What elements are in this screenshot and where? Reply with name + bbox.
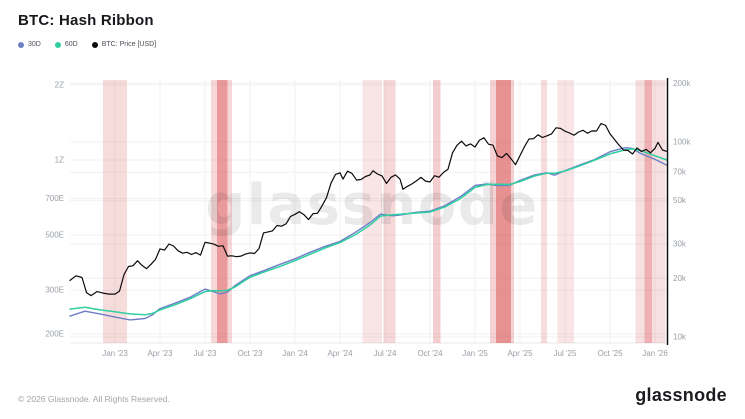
x-axis-tick: Apr '23 xyxy=(147,349,173,358)
x-axis-tick: Jul '24 xyxy=(374,349,397,358)
legend-item-60d[interactable]: 60D xyxy=(54,41,78,48)
right-axis-tick: 200k xyxy=(673,79,691,88)
glassnode-logo: glassnode xyxy=(635,385,727,405)
left-axis-tick: 700E xyxy=(45,194,64,203)
hash-ribbon-chart[interactable]: Jan '23 Apr '23 Jul '23 Oct '23 Jan '24 Apr '… xyxy=(0,0,745,380)
capitulation-band xyxy=(211,80,232,343)
glassnode-watermark: glassnode xyxy=(205,173,539,238)
x-axis-tick: Oct '25 xyxy=(597,349,623,358)
legend-label-btc-price: BTC: Price [USD] xyxy=(101,41,157,48)
x-axis-tick: Jan '25 xyxy=(462,349,488,358)
x-axis-tick: Jan '24 xyxy=(282,349,308,358)
x-axis-tick: Jul '25 xyxy=(554,349,577,358)
left-axis-tick: 300E xyxy=(45,286,64,295)
series-line-60d xyxy=(69,148,668,316)
legend-item-30d[interactable]: 30D xyxy=(18,41,41,48)
capitulation-band xyxy=(383,80,396,343)
left-axis-tick: 500E xyxy=(45,230,64,239)
x-axis-tick: Oct '24 xyxy=(417,349,443,358)
x-axis-tick: Oct '23 xyxy=(237,349,263,358)
chart-legend: 30D 60D BTC: Price [USD] xyxy=(18,41,156,48)
left-axis-tick: 2Z xyxy=(55,81,64,90)
series-line-btc-price-usd xyxy=(69,122,668,297)
capitulation-band xyxy=(103,80,127,343)
legend-dot-60d-icon xyxy=(54,41,61,48)
left-axis-tick: 200E xyxy=(45,330,64,339)
legend-item-btc-price[interactable]: BTC: Price [USD] xyxy=(91,41,157,48)
x-axis-tick: Apr '25 xyxy=(507,349,533,358)
x-axis-tick: Jan '23 xyxy=(102,349,128,358)
right-axis-tick: 100k xyxy=(673,138,691,147)
capitulation-band xyxy=(557,80,574,343)
capitulation-band xyxy=(217,80,228,343)
left-axis-tick: 1Z xyxy=(55,156,64,165)
capitulation-band xyxy=(496,80,511,343)
legend-dot-30d-icon xyxy=(18,41,24,48)
footer-copyright: © 2026 Glassnode. All Rights Reserved. xyxy=(18,394,170,404)
page-title: BTC: Hash Ribbon xyxy=(18,12,154,29)
right-axis-tick: 10k xyxy=(673,333,687,342)
capitulation-band xyxy=(433,80,441,343)
x-axis-tick: Apr '24 xyxy=(327,349,353,358)
right-axis-tick: 50k xyxy=(673,196,687,205)
capitulation-band xyxy=(635,80,666,343)
right-axis-tick: 20k xyxy=(673,274,687,283)
capitulation-band xyxy=(644,80,652,343)
legend-dot-btc-price-icon xyxy=(91,41,98,48)
right-axis-tick: 70k xyxy=(673,168,687,177)
capitulation-band xyxy=(541,80,547,343)
right-axis-tick: 30k xyxy=(673,239,687,248)
legend-label-60d: 60D xyxy=(64,41,78,48)
x-axis-tick: Jan '26 xyxy=(642,349,668,358)
legend-label-30d: 30D xyxy=(28,41,41,48)
capitulation-band xyxy=(362,80,382,343)
x-axis-tick: Jul '23 xyxy=(194,349,217,358)
